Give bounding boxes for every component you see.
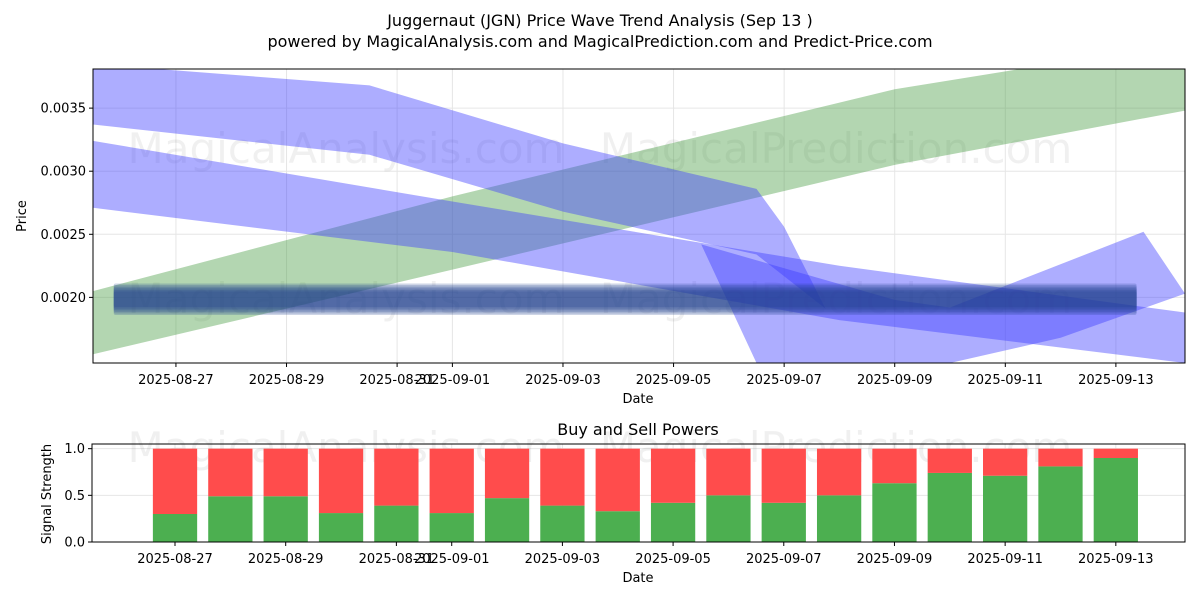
sell-bar — [208, 448, 253, 497]
price-band-blue-3 — [701, 231, 1185, 363]
price-x-tick-label: 2025-08-31 — [359, 373, 435, 388]
price-x-axis-label: Date — [622, 392, 653, 407]
price-flat-band-layer — [113, 286, 1137, 312]
price-x-tick-label: 2025-08-27 — [138, 373, 214, 388]
buy-bar — [595, 511, 640, 542]
price-flat-band-layer — [113, 288, 1137, 311]
buy-bar — [706, 495, 751, 542]
buy-bar — [927, 472, 972, 542]
price-x-tick-label: 2025-08-29 — [249, 373, 325, 388]
sell-bar — [540, 448, 585, 506]
price-flat-band-layer — [113, 283, 1137, 316]
signal-y-axis-label: Signal Strength — [40, 444, 55, 544]
buy-bar — [816, 495, 862, 542]
signal-y-tick-label: 0.0 — [64, 536, 85, 551]
buy-bar — [208, 496, 253, 542]
sell-bar — [374, 448, 419, 506]
price-x-tick-label: 2025-09-03 — [525, 373, 601, 388]
buy-bar — [872, 483, 917, 542]
sell-bar — [761, 448, 806, 503]
buy-bar — [374, 505, 419, 542]
price-x-tick-label: 2025-09-05 — [636, 373, 712, 388]
buy-bar — [318, 513, 364, 542]
price-x-tick-label: 2025-09-01 — [415, 373, 491, 388]
watermark-analysis-mid: MagicalAnalysis.com — [128, 274, 565, 323]
buy-bar — [983, 475, 1028, 542]
watermark-analysis-top: MagicalAnalysis.com — [128, 124, 565, 173]
watermark-prediction-mid: MagicalPrediction.com — [600, 274, 1073, 323]
price-flat-band-layer — [113, 289, 1137, 309]
signal-y-tick-label: 1.0 — [64, 442, 85, 457]
price-y-tick-label: 0.0025 — [41, 228, 87, 243]
price-plot-area — [93, 69, 1185, 363]
buy-bar — [484, 498, 530, 542]
chart-title: Juggernaut (JGN) Price Wave Trend Analys… — [386, 11, 813, 30]
buy-bar — [650, 502, 696, 542]
sell-bar — [1038, 448, 1083, 467]
sell-bar — [706, 448, 751, 496]
signal-plot-frame — [91, 443, 1186, 543]
buy-bar — [1093, 458, 1138, 542]
signal-x-tick-label: 2025-09-07 — [746, 552, 822, 567]
sell-bar — [429, 448, 474, 514]
signal-x-tick-label: 2025-09-03 — [525, 552, 601, 567]
price-bands — [93, 69, 1185, 363]
price-x-tick-label: 2025-09-07 — [746, 373, 822, 388]
signal-x-tick-label: 2025-08-29 — [248, 552, 324, 567]
price-band-green-0 — [93, 69, 1185, 355]
signal-x-tick-label: 2025-08-31 — [359, 552, 435, 567]
signal-y-ticks: 0.0 0.5 1.0 — [64, 442, 92, 551]
sell-bar — [152, 448, 198, 514]
signal-x-tick-label: 2025-09-11 — [967, 552, 1043, 567]
price-y-axis-label: Price — [15, 200, 30, 232]
signal-bars — [152, 448, 1138, 542]
signal-x-ticks: 2025-08-27 2025-08-29 2025-08-312025-09-01… — [137, 542, 1154, 567]
sell-bar — [650, 448, 696, 503]
sell-bar — [318, 448, 364, 514]
signal-panel: Buy and Sell Powers MagicalAnalysis.com … — [40, 420, 1186, 586]
price-y-tick-label: 0.0030 — [41, 165, 87, 180]
signal-x-tick-label: 2025-09-01 — [414, 552, 490, 567]
price-y-tick-label: 0.0020 — [41, 291, 87, 306]
sell-bar — [872, 448, 917, 484]
buy-bar — [761, 502, 806, 542]
price-panel: MagicalAnalysis.com MagicalPrediction.co… — [15, 68, 1186, 407]
price-band-blue-2 — [93, 140, 1185, 363]
signal-x-tick-label: 2025-08-27 — [137, 552, 213, 567]
buy-bar — [540, 505, 585, 542]
price-plot-frame — [92, 68, 1186, 364]
price-flat-band-layer — [113, 291, 1137, 308]
sell-bar — [263, 448, 308, 497]
signal-chart-title: Buy and Sell Powers — [557, 420, 719, 439]
watermark-prediction-top: MagicalPrediction.com — [600, 124, 1073, 173]
price-band-blue-1 — [93, 69, 826, 309]
price-y-tick-label: 0.0035 — [41, 102, 87, 117]
buy-bar — [429, 513, 474, 542]
signal-x-tick-label: 2025-09-05 — [635, 552, 711, 567]
sell-bar — [983, 448, 1028, 476]
sell-bar — [484, 448, 530, 499]
price-x-ticks: 2025-08-27 2025-08-29 2025-08-312025-09-01… — [138, 363, 1154, 388]
buy-bar — [152, 514, 198, 542]
sell-bar — [816, 448, 862, 496]
chart-subtitle: powered by MagicalAnalysis.com and Magic… — [267, 32, 932, 51]
sell-bar — [1093, 448, 1138, 458]
signal-y-tick-label: 0.5 — [64, 489, 85, 504]
signal-x-axis-label: Date — [622, 571, 653, 586]
price-flat-band-layer — [113, 285, 1137, 314]
sell-bar — [595, 448, 640, 512]
price-x-tick-label: 2025-09-09 — [857, 373, 933, 388]
price-grid — [93, 69, 1185, 363]
price-x-tick-label: 2025-09-13 — [1078, 373, 1154, 388]
buy-bar — [263, 496, 308, 542]
price-y-ticks: 0.0020 0.0025 0.0030 0.0035 — [41, 102, 93, 306]
signal-x-tick-label: 2025-09-09 — [857, 552, 933, 567]
price-x-tick-label: 2025-09-11 — [968, 373, 1044, 388]
buy-bar — [1038, 466, 1083, 542]
sell-bar — [927, 448, 972, 473]
signal-x-tick-label: 2025-09-13 — [1078, 552, 1154, 567]
